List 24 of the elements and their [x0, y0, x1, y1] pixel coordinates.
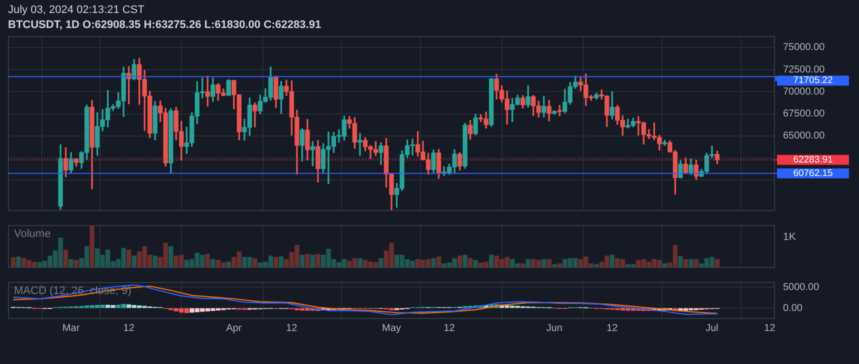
ref-line-label: 71705.22	[793, 75, 833, 86]
x-tick-label: 12	[606, 322, 618, 334]
y-tick-label: 72500.00	[783, 64, 826, 76]
y-tick-label: 5000.00	[783, 282, 820, 293]
x-tick-label: Mar	[62, 322, 80, 334]
text: 1K	[783, 230, 796, 243]
x-tick-label: Apr	[226, 322, 242, 334]
x-tick-label: 12	[764, 322, 776, 334]
x-tick-label: 12	[123, 322, 135, 334]
y-tick-label: 67500.00	[783, 108, 826, 120]
y-tick-label: 65000.00	[783, 130, 826, 142]
chart-subtitle: July 03, 2024 02:13:21 CST	[8, 4, 145, 16]
chart-title: BTCUSDT, 1D O:62908.35 H:63275.26 L:61830.00 C:62283.91	[8, 19, 322, 32]
ref-line-label: 62283.91	[793, 154, 833, 166]
chart-title: Volume	[14, 228, 51, 240]
x-tick-label: 12	[444, 322, 456, 334]
y-tick-label: 70000.00	[783, 86, 826, 98]
ref-line-label: 60762.15	[793, 168, 833, 179]
y-tick-label: 0.00	[783, 302, 803, 314]
x-tick-label: Jun	[546, 322, 562, 334]
y-tick-label: 75000.00	[783, 42, 826, 54]
x-tick-label: 12	[286, 322, 298, 334]
x-tick-label: Jul	[706, 322, 718, 334]
x-tick-label: May	[382, 322, 401, 334]
